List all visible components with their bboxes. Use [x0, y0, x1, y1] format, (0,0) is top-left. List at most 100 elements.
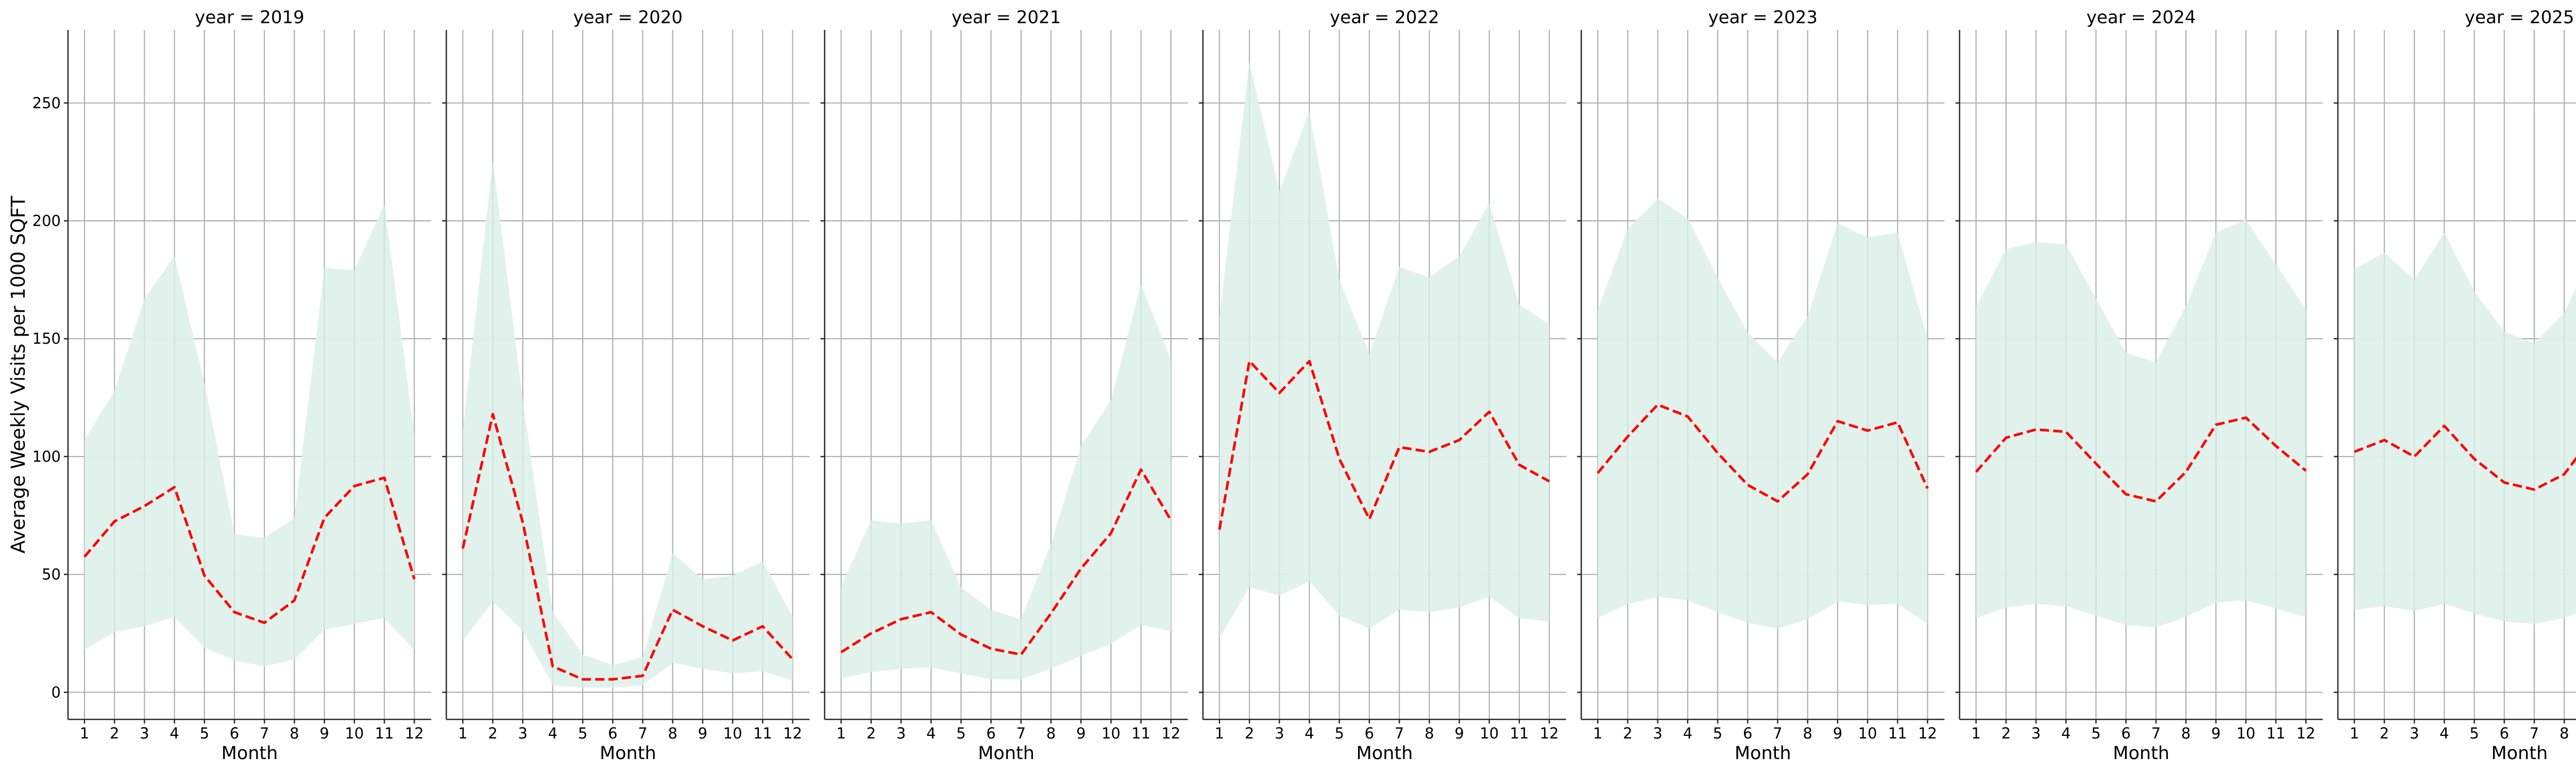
- x-tick-label: 9: [1076, 725, 1086, 742]
- x-tick-label: 10: [723, 725, 742, 742]
- x-tick-label: 7: [2530, 725, 2539, 742]
- percentile-band: [2354, 232, 2576, 624]
- panel-title: year = 2020: [573, 7, 683, 28]
- x-tick-label: 5: [956, 725, 965, 742]
- x-tick-label: 4: [2439, 725, 2449, 742]
- x-tick-label: 10: [1858, 725, 1877, 742]
- x-tick-label: 10: [1101, 725, 1121, 742]
- panel-title: year = 2023: [1708, 7, 1817, 28]
- percentile-band: [1598, 198, 1928, 629]
- x-tick-label: 2: [1623, 725, 1632, 742]
- x-tick-label: 8: [2181, 725, 2191, 742]
- x-tick-label: 12: [1161, 725, 1180, 742]
- x-tick-label: 2: [1245, 725, 1254, 742]
- facet-panel-2025: year = 2025123456789101112Month: [2333, 7, 2576, 764]
- x-tick-label: 11: [1131, 725, 1150, 742]
- x-axis-label: Month: [2113, 743, 2170, 764]
- x-tick-label: 3: [518, 725, 527, 742]
- x-axis-label: Month: [1357, 743, 1413, 764]
- x-tick-label: 7: [1395, 725, 1404, 742]
- median-line: [83, 476, 416, 624]
- x-axis-label: Month: [222, 743, 278, 764]
- x-tick-label: 11: [375, 725, 394, 742]
- x-axis-label: Month: [1735, 743, 1791, 764]
- x-tick-label: 9: [2211, 725, 2221, 742]
- x-axis-label: Month: [978, 743, 1035, 764]
- x-tick-label: 7: [1016, 725, 1026, 742]
- x-tick-label: 3: [140, 725, 149, 742]
- x-tick-label: 9: [1454, 725, 1464, 742]
- x-tick-label: 8: [2560, 725, 2569, 742]
- x-tick-label: 12: [405, 725, 424, 742]
- x-tick-label: 12: [1540, 725, 1559, 742]
- x-tick-label: 11: [1888, 725, 1907, 742]
- x-tick-label: 8: [668, 725, 677, 742]
- median-line: [1218, 360, 1550, 530]
- x-tick-label: 6: [1365, 725, 1374, 742]
- y-tick-label: 150: [32, 330, 61, 347]
- x-tick-label: 2: [2380, 725, 2389, 742]
- x-tick-label: 2: [2001, 725, 2010, 742]
- x-tick-label: 7: [260, 725, 269, 742]
- median-line: [2353, 425, 2576, 491]
- x-axis-label: Month: [600, 743, 656, 764]
- panel-title: year = 2025: [2465, 7, 2574, 28]
- x-tick-label: 5: [578, 725, 587, 742]
- x-tick-label: 6: [1743, 725, 1752, 742]
- x-tick-label: 9: [319, 725, 329, 742]
- x-tick-label: 7: [638, 725, 647, 742]
- panel-title: year = 2019: [195, 7, 304, 28]
- x-tick-label: 10: [2236, 725, 2256, 742]
- x-tick-label: 3: [2031, 725, 2041, 742]
- x-tick-label: 6: [2500, 725, 2509, 742]
- y-tick-label: 250: [32, 94, 61, 112]
- median-line: [1975, 416, 2307, 503]
- y-tick-label: 200: [32, 212, 61, 230]
- x-tick-label: 2: [110, 725, 119, 742]
- x-tick-label: 1: [80, 725, 89, 742]
- median-line: [461, 413, 794, 681]
- x-tick-label: 12: [783, 725, 802, 742]
- x-tick-label: 1: [458, 725, 467, 742]
- y-tick-label: 0: [52, 683, 61, 701]
- x-tick-label: 3: [1653, 725, 1662, 742]
- median-line: [1597, 403, 1929, 503]
- x-tick-label: 9: [698, 725, 707, 742]
- percentile-band: [1219, 61, 1550, 638]
- percentile-band: [841, 284, 1171, 680]
- x-tick-label: 3: [2410, 725, 2419, 742]
- x-tick-label: 4: [2061, 725, 2071, 742]
- x-tick-label: 5: [200, 725, 209, 742]
- x-tick-label: 1: [1593, 725, 1602, 742]
- percentile-band: [84, 204, 415, 667]
- median-line: [840, 468, 1172, 656]
- x-tick-label: 1: [1215, 725, 1224, 742]
- x-tick-label: 8: [290, 725, 299, 742]
- x-tick-label: 2: [867, 725, 876, 742]
- x-tick-label: 12: [1918, 725, 1937, 742]
- x-tick-label: 7: [1773, 725, 1782, 742]
- x-tick-label: 5: [2469, 725, 2479, 742]
- x-tick-label: 11: [753, 725, 772, 742]
- x-tick-label: 4: [926, 725, 936, 742]
- x-tick-label: 4: [1304, 725, 1314, 742]
- percentile-band: [1976, 220, 2306, 628]
- panel-title: year = 2022: [1330, 7, 1439, 28]
- x-tick-label: 1: [836, 725, 845, 742]
- x-tick-label: 6: [608, 725, 617, 742]
- x-tick-label: 9: [1833, 725, 1842, 742]
- panel-title: year = 2021: [952, 7, 1061, 28]
- y-axis-label: Average Weekly Visits per 1000 SQFT: [7, 196, 29, 553]
- y-tick-label: 50: [42, 566, 61, 583]
- x-tick-label: 11: [2266, 725, 2285, 742]
- x-tick-label: 7: [2151, 725, 2160, 742]
- x-tick-label: 10: [345, 725, 364, 742]
- x-tick-label: 6: [986, 725, 995, 742]
- x-tick-label: 3: [1275, 725, 1284, 742]
